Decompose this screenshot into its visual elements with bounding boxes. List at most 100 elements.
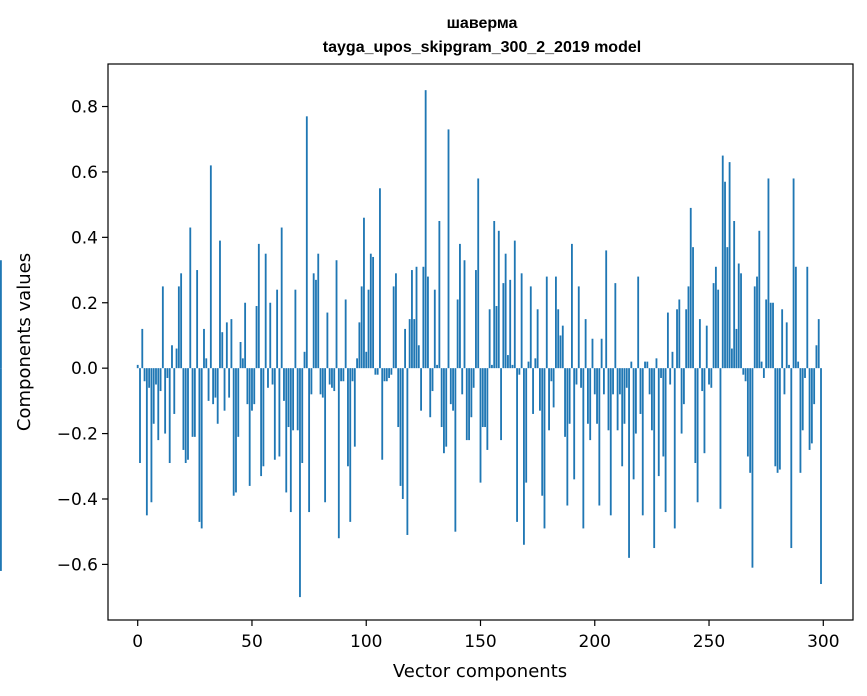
bar-6 [150,368,153,503]
bar-242 [689,207,692,369]
bar-200 [593,368,596,395]
bar-32 [209,165,212,369]
bar-125 [422,266,425,369]
bar-67 [289,368,292,513]
bar-33 [212,368,215,405]
x-tick-label: 250 [693,632,725,652]
bar-139 [454,368,457,532]
x-tick-label: 300 [807,632,839,652]
bar-151 [481,368,484,428]
bar-287 [792,178,795,369]
bar-38 [223,368,226,411]
bar-272 [758,230,761,369]
x-ticks-group: 0 50 100 150 200 250 300 [132,620,840,652]
bar-293 [806,266,809,369]
bar-230 [662,368,665,457]
bar-49 [248,368,251,486]
bar-210 [616,368,619,431]
x-tick-label: 50 [241,632,263,652]
bar-181 [550,368,553,382]
bar-158 [497,230,500,369]
bar-62 [278,368,281,457]
bar-240 [685,309,688,369]
bar-237 [678,299,681,369]
bar-56 [264,253,267,369]
bar-281 [778,368,781,470]
bar-198 [589,368,592,441]
y-axis-label: Components values [14,253,35,431]
y-tick-label: 0.6 [71,163,98,183]
bar-110 [388,368,390,378]
bar-17 [175,348,178,369]
bar-107 [381,368,384,460]
bar-300 [0,260,2,369]
bar-207 [609,368,612,516]
bar-224 [648,368,651,395]
bar-53 [257,243,260,369]
bar-21 [184,368,187,464]
bars-group [0,90,822,598]
bar-167 [518,368,521,375]
bar-248 [703,368,706,454]
bar-142 [461,368,464,395]
bar-157 [495,306,498,369]
bar-138 [452,368,454,411]
bar-292 [804,368,806,378]
bar-102 [369,253,372,369]
bar-229 [660,368,662,378]
bar-192 [575,368,578,385]
bar-92 [347,368,349,467]
bar-235 [673,368,676,529]
bar-249 [705,325,708,369]
bar-175 [536,309,539,369]
bar-204 [602,368,605,395]
bar-30 [205,358,208,369]
bar-188 [566,368,569,506]
bar-239 [682,368,685,405]
bar-243 [692,247,694,369]
bar-205 [605,250,608,369]
bar-64 [283,368,285,401]
bar-101 [367,289,370,369]
bar-146 [470,368,473,418]
bar-233 [669,368,672,385]
bar-296 [813,368,816,405]
bar-299 [820,368,822,585]
bar-187 [564,368,566,437]
bar-164 [511,364,514,369]
bar-258 [726,247,729,369]
bar-171 [527,361,530,369]
bar-39 [225,322,228,369]
bar-66 [287,368,290,428]
x-tick-label: 0 [132,632,143,652]
bar-85 [331,368,333,388]
bar-283 [783,368,786,395]
bar-166 [516,368,518,522]
bar-15 [171,345,173,369]
bar-153 [486,368,489,450]
bar-84 [328,368,331,385]
bar-45 [239,342,242,369]
bar-190 [571,243,573,369]
bar-31 [207,368,210,401]
bar-134 [443,368,445,454]
bar-202 [598,368,601,506]
bar-149 [477,178,480,369]
bar-160 [502,283,505,369]
x-tick-label: 100 [350,632,382,652]
bar-241 [687,286,690,369]
bar-63 [280,227,283,369]
bar-257 [724,181,726,369]
bar-14 [168,368,171,464]
bar-100 [365,351,368,369]
bar-147 [472,368,475,388]
bar-246 [698,319,701,369]
bar-163 [509,279,512,369]
bar-255 [719,368,722,509]
bar-212 [621,368,624,467]
bar-245 [696,368,699,503]
bar-18 [177,286,180,369]
bar-298 [817,319,820,369]
bar-5 [148,368,151,388]
bar-55 [262,368,265,467]
